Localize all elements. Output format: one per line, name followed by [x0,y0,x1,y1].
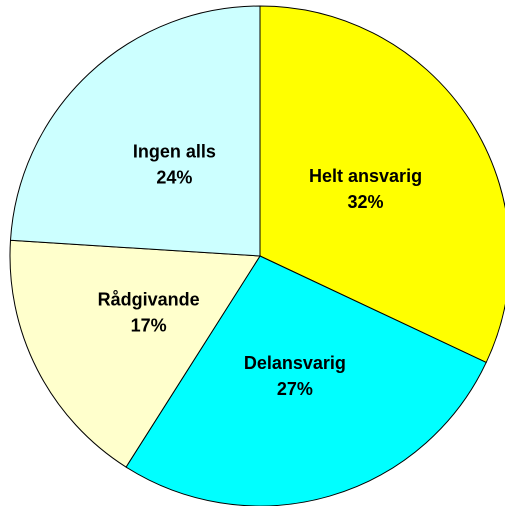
pie-slice [125,255,487,506]
slice-label: Delansvarig [244,353,346,373]
slice-label: Rådgivande [98,289,200,309]
slice-label: Helt ansvarig [309,166,422,186]
slice-value-label: 24% [156,168,192,188]
slice-value-label: 27% [277,379,313,399]
slice-label: Ingen alls [133,142,216,162]
pie-slice [9,239,261,468]
slice-value-label: 17% [131,315,167,335]
slice-value-label: 32% [348,192,384,212]
pie-slice [9,5,261,257]
pie-slice [259,5,505,364]
